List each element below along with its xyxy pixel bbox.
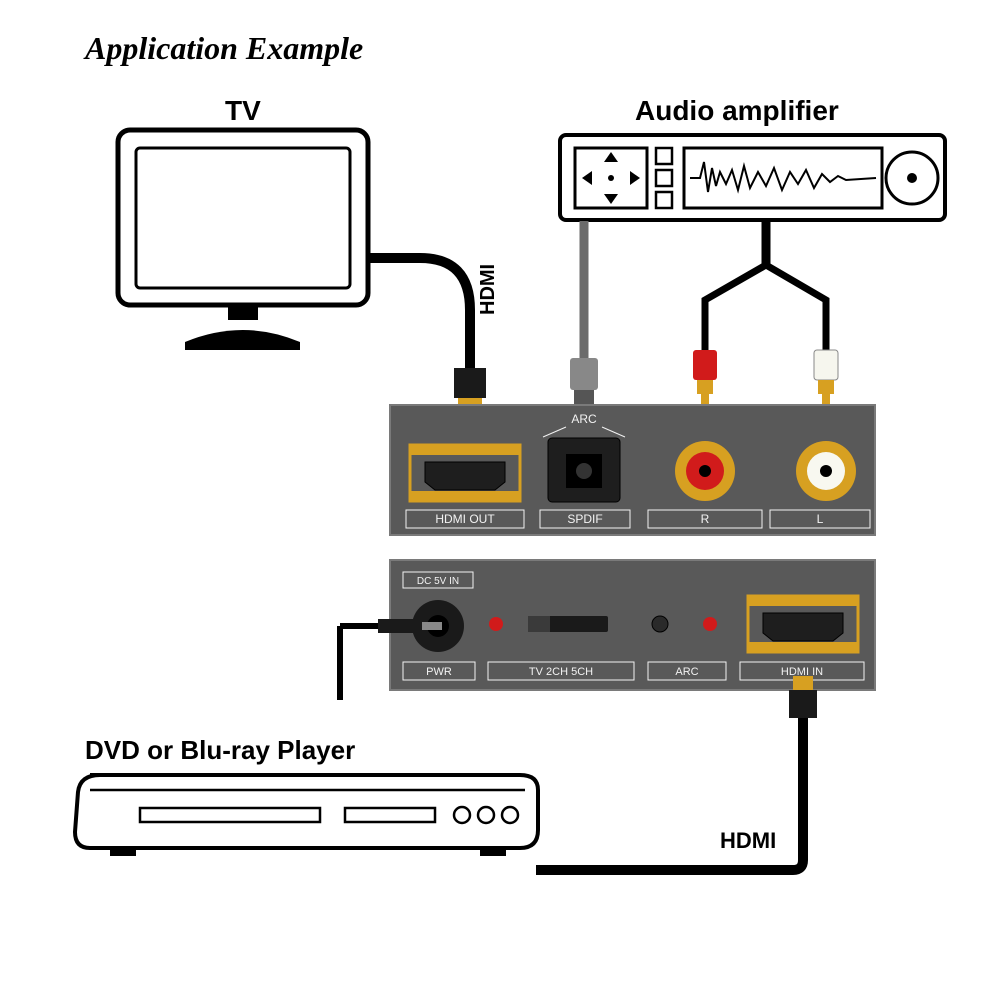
tv2ch5ch-label: TV 2CH 5CH [529, 666, 593, 678]
svg-text:ARC: ARC [571, 412, 597, 426]
amplifier-graphic [560, 135, 945, 220]
tv-label: TV [225, 95, 261, 127]
hdmi-out-label: HDMI OUT [435, 512, 495, 526]
dvd-player-graphic [75, 775, 538, 856]
tv-graphic [118, 130, 368, 350]
hdmi-cable-tv [369, 258, 486, 412]
dc5v-label: DC 5V IN [417, 576, 459, 587]
rca-l-label: L [817, 512, 824, 526]
top-panel: ARC HDMI OUT SPDIF [390, 405, 875, 535]
pwr-label: PWR [426, 666, 452, 678]
hdmi-vertical-label: HDMI [477, 264, 500, 315]
hdmi-bottom-label: HDMI [720, 828, 776, 854]
diagram-svg: ARC HDMI OUT SPDIF [0, 0, 1000, 1000]
audio-amp-label: Audio amplifier [635, 95, 839, 127]
spdif-label: SPDIF [567, 512, 602, 526]
diagram-stage: Application Example [0, 0, 1000, 1000]
dvd-label: DVD or Blu-ray Player [85, 735, 355, 766]
rca-cable [693, 221, 838, 416]
arc-label-bottom: ARC [675, 666, 698, 678]
spdif-cable [570, 221, 598, 426]
rca-r-label: R [701, 512, 710, 526]
